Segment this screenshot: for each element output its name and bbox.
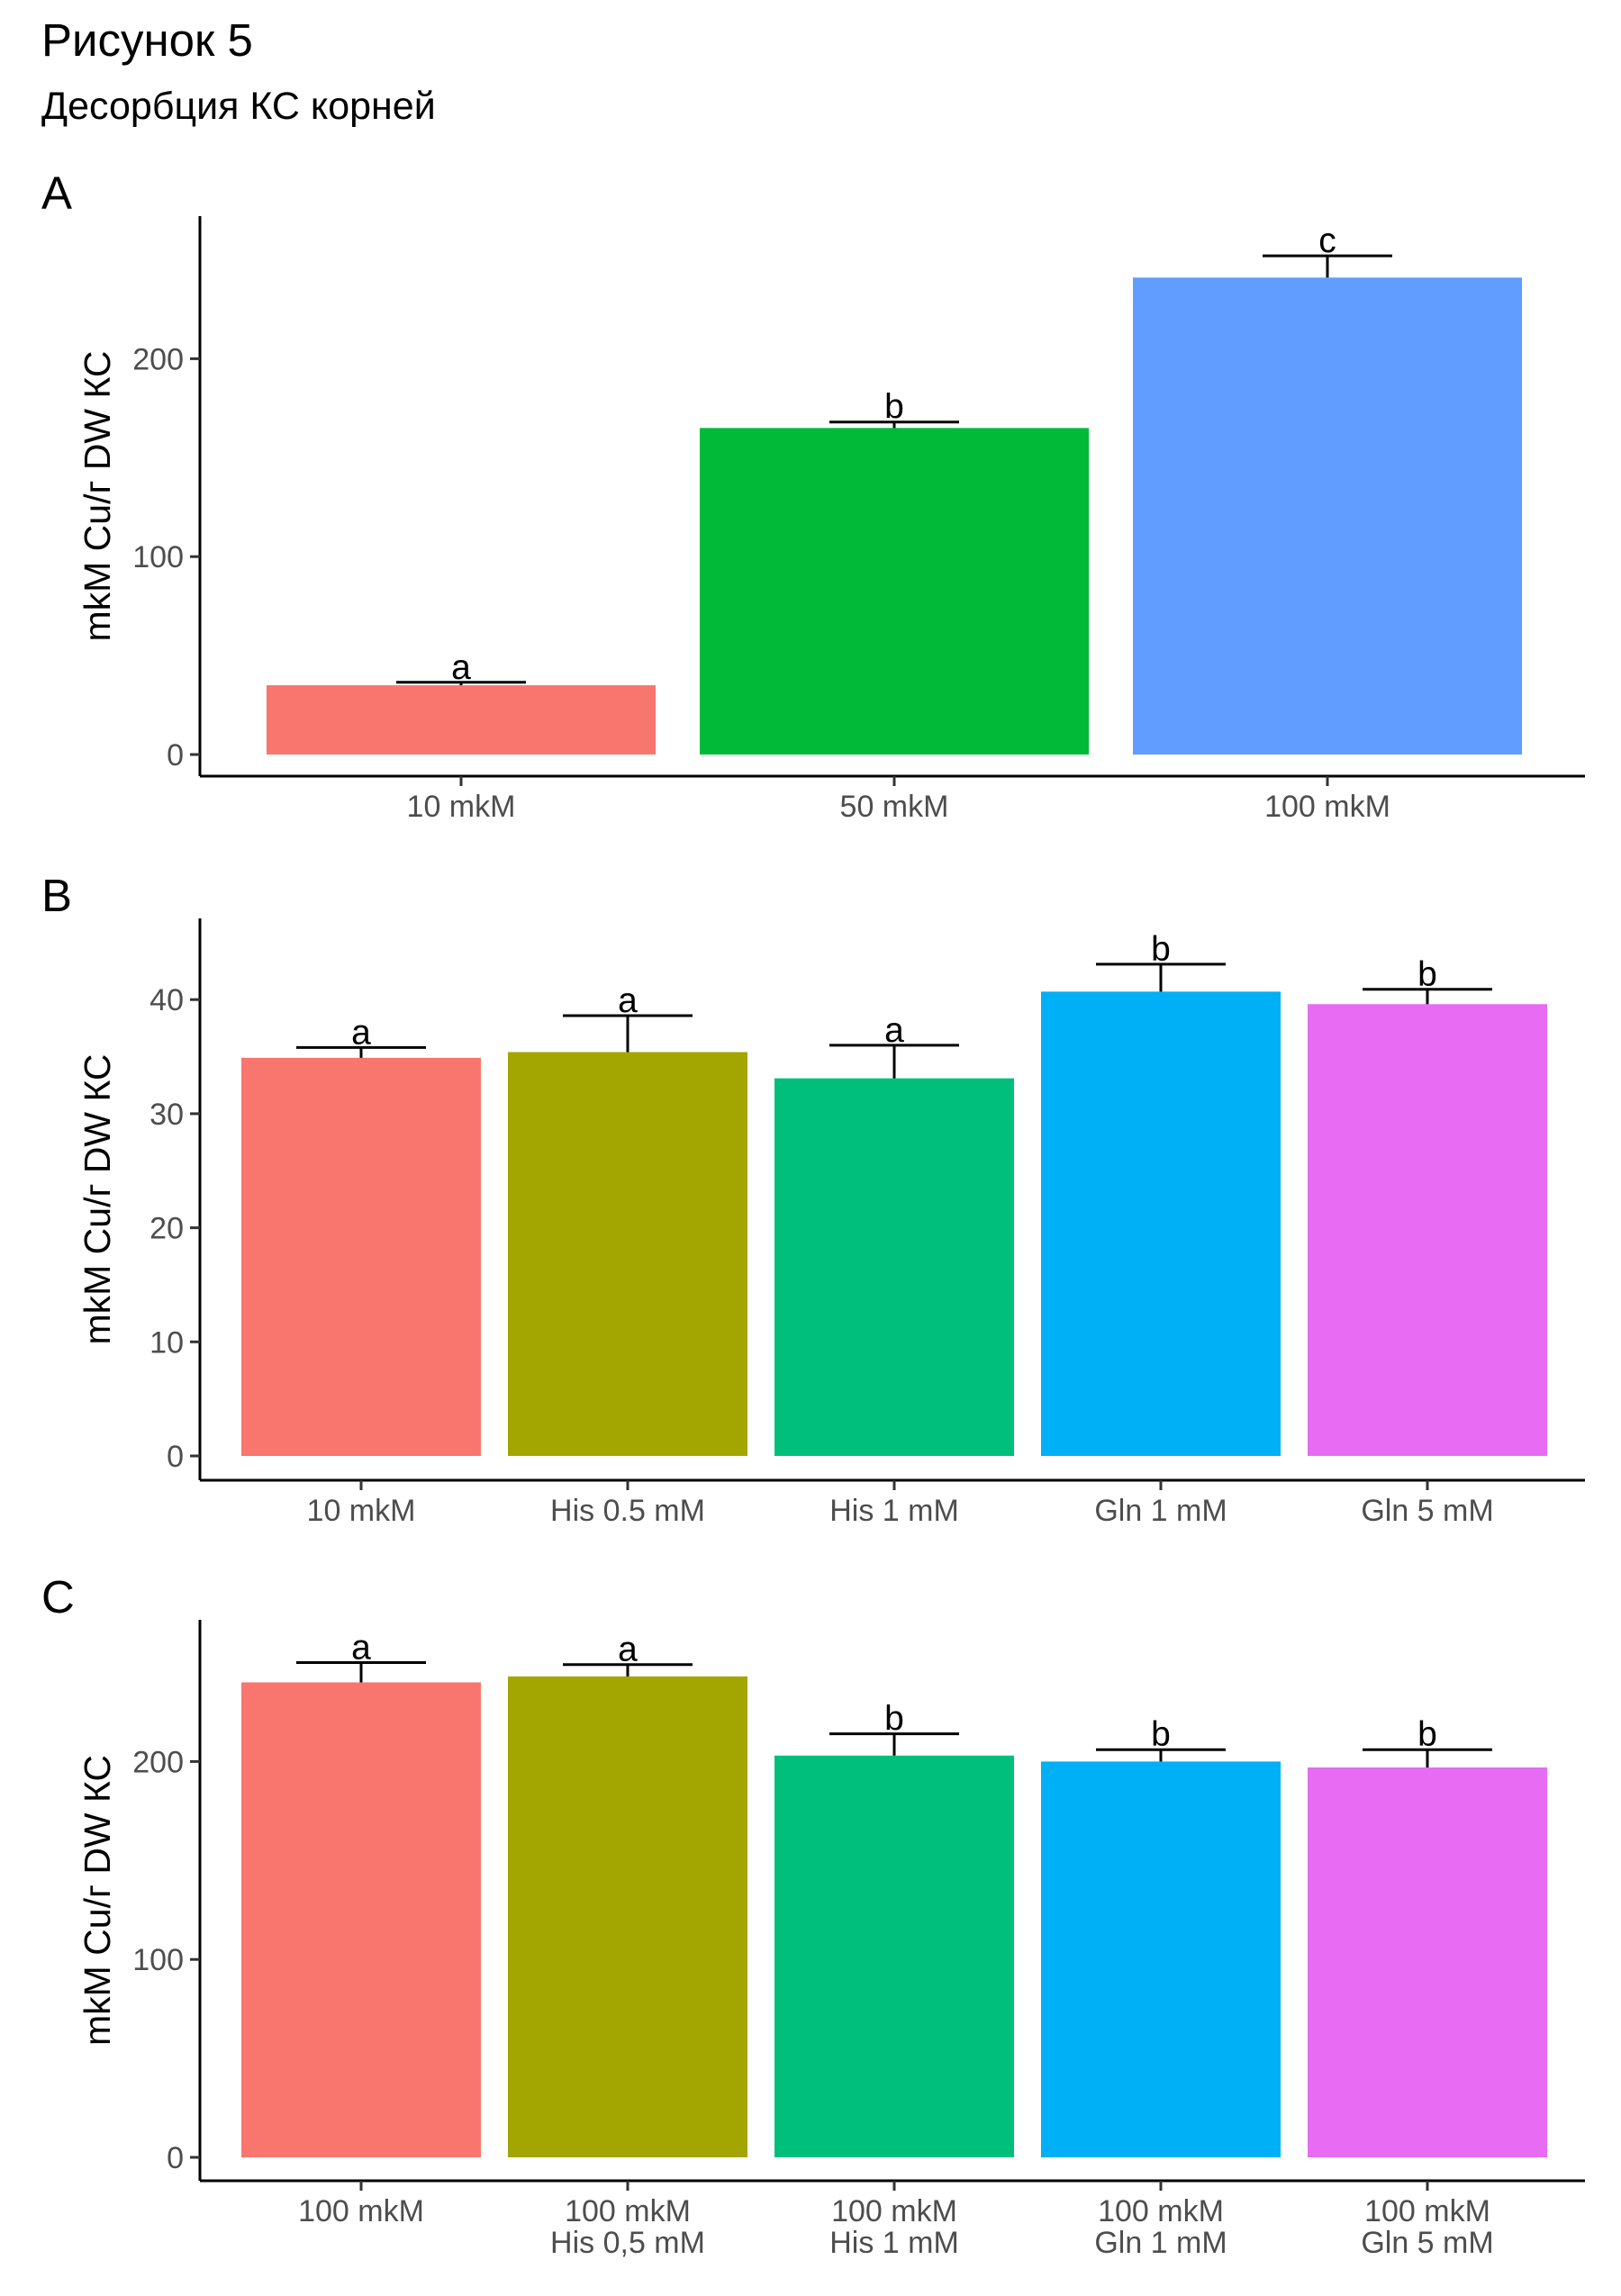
x-tick-label-line: Gln 1 mM <box>1094 2226 1227 2260</box>
y-axis-label: mkM Cu/г DW КС <box>77 1755 118 2046</box>
y-tick-label: 100 <box>132 1943 184 1977</box>
error-bar <box>829 1732 959 1756</box>
bar <box>241 1057 481 1456</box>
significance-label: a <box>618 1631 638 1669</box>
x-tick-label: 100 mkM Gln 1 mM <box>1094 2194 1227 2260</box>
error-bar <box>563 1663 693 1677</box>
significance-label: b <box>1151 930 1171 969</box>
x-tick-label: 50 mkM <box>840 790 949 824</box>
significance-label: a <box>618 981 638 1020</box>
bar <box>508 1676 747 2157</box>
error-bar <box>1363 988 1492 1005</box>
error-bar <box>1096 963 1226 992</box>
significance-label: a <box>451 648 471 687</box>
x-tick-label-line: Gln 5 mM <box>1361 1494 1493 1528</box>
y-tick-label: 0 <box>167 2141 184 2175</box>
x-tick-label: Gln 1 mM <box>1094 1494 1227 1528</box>
significance-label: c <box>1318 221 1336 260</box>
bar <box>1308 1004 1547 1456</box>
x-tick-label: 100 mkM Gln 5 mM <box>1361 2194 1493 2260</box>
x-tick-label: His 0.5 mM <box>550 1494 705 1528</box>
error-bar <box>396 681 526 686</box>
error-bar <box>829 1044 959 1079</box>
error-bar <box>1096 1748 1226 1762</box>
significance-label: b <box>1151 1715 1171 1754</box>
error-bar <box>1263 254 1392 278</box>
figure-title: Рисунок 5 <box>41 14 253 66</box>
y-tick-label: 10 <box>149 1325 184 1360</box>
significance-label: b <box>884 388 904 427</box>
y-tick-label: 20 <box>149 1212 184 1246</box>
x-tick-label: 100 mkM <box>1264 790 1390 824</box>
bar <box>774 1078 1014 1456</box>
bar <box>1133 277 1522 755</box>
bar <box>267 685 656 755</box>
x-tick-label: 100 mkM His 0,5 mM <box>550 2194 705 2260</box>
y-tick-label: 0 <box>167 1440 184 1474</box>
panel-label-c: C <box>41 1571 75 1623</box>
error-bar <box>563 1014 693 1053</box>
x-tick-label-line: 100 mkM <box>565 2194 691 2228</box>
bar <box>241 1682 481 2157</box>
x-tick-label-line: His 1 mM <box>829 1494 959 1528</box>
bar <box>1041 991 1281 1456</box>
error-bar <box>829 420 959 429</box>
panel-label-b: B <box>41 870 72 921</box>
figure-subtitle: Десорбция КС корней <box>41 85 436 128</box>
panel-label-a: A <box>41 167 72 219</box>
y-tick-label: 30 <box>149 1098 184 1132</box>
x-tick-label-line: 100 mkM <box>1098 2194 1224 2228</box>
y-tick-label: 40 <box>149 983 184 1017</box>
x-tick-label-line: 100 mkM <box>1264 790 1390 824</box>
error-bar <box>1363 1748 1492 1767</box>
significance-label: b <box>1417 955 1437 994</box>
x-tick-label-line: 10 mkM <box>307 1494 416 1528</box>
x-tick-label: 100 mkM <box>298 2194 424 2228</box>
x-tick-label: 10 mkM <box>407 790 516 824</box>
x-tick-label-line: Gln 5 mM <box>1361 2226 1493 2260</box>
bar <box>508 1052 747 1456</box>
x-tick-label: 100 mkM His 1 mM <box>829 2194 959 2260</box>
bar <box>774 1755 1014 2157</box>
bar <box>1308 1767 1547 2157</box>
bar <box>1041 1761 1281 2157</box>
error-bar <box>296 1661 426 1683</box>
x-tick-label-line: 100 mkM <box>298 2194 424 2228</box>
x-tick-label-line: 100 mkM <box>831 2194 957 2228</box>
significance-label: a <box>351 1013 371 1052</box>
x-tick-label: His 1 mM <box>829 1494 959 1528</box>
significance-label: a <box>884 1011 904 1050</box>
x-tick-label-line: 10 mkM <box>407 790 516 824</box>
x-tick-label-line: 100 mkM <box>1364 2194 1490 2228</box>
y-axis-label: mkM Cu/г DW КС <box>77 350 118 641</box>
y-tick-label: 100 <box>132 540 184 574</box>
x-tick-label-line: 50 mkM <box>840 790 949 824</box>
significance-label: b <box>1417 1715 1437 1754</box>
x-tick-label-line: Gln 1 mM <box>1094 1494 1227 1528</box>
y-tick-label: 200 <box>132 342 184 376</box>
significance-label: b <box>884 1700 904 1739</box>
y-axis-label: mkM Cu/г DW КС <box>77 1053 118 1344</box>
x-tick-label: 10 mkM <box>307 1494 416 1528</box>
x-tick-label-line: His 1 mM <box>829 2226 959 2260</box>
x-tick-label-line: His 0.5 mM <box>550 1494 705 1528</box>
significance-label: a <box>351 1629 371 1668</box>
bar <box>700 428 1089 755</box>
y-tick-label: 200 <box>132 1745 184 1779</box>
x-tick-label: Gln 5 mM <box>1361 1494 1493 1528</box>
y-tick-label: 0 <box>167 738 184 773</box>
error-bar <box>296 1045 426 1058</box>
x-tick-label-line: His 0,5 mM <box>550 2226 705 2260</box>
